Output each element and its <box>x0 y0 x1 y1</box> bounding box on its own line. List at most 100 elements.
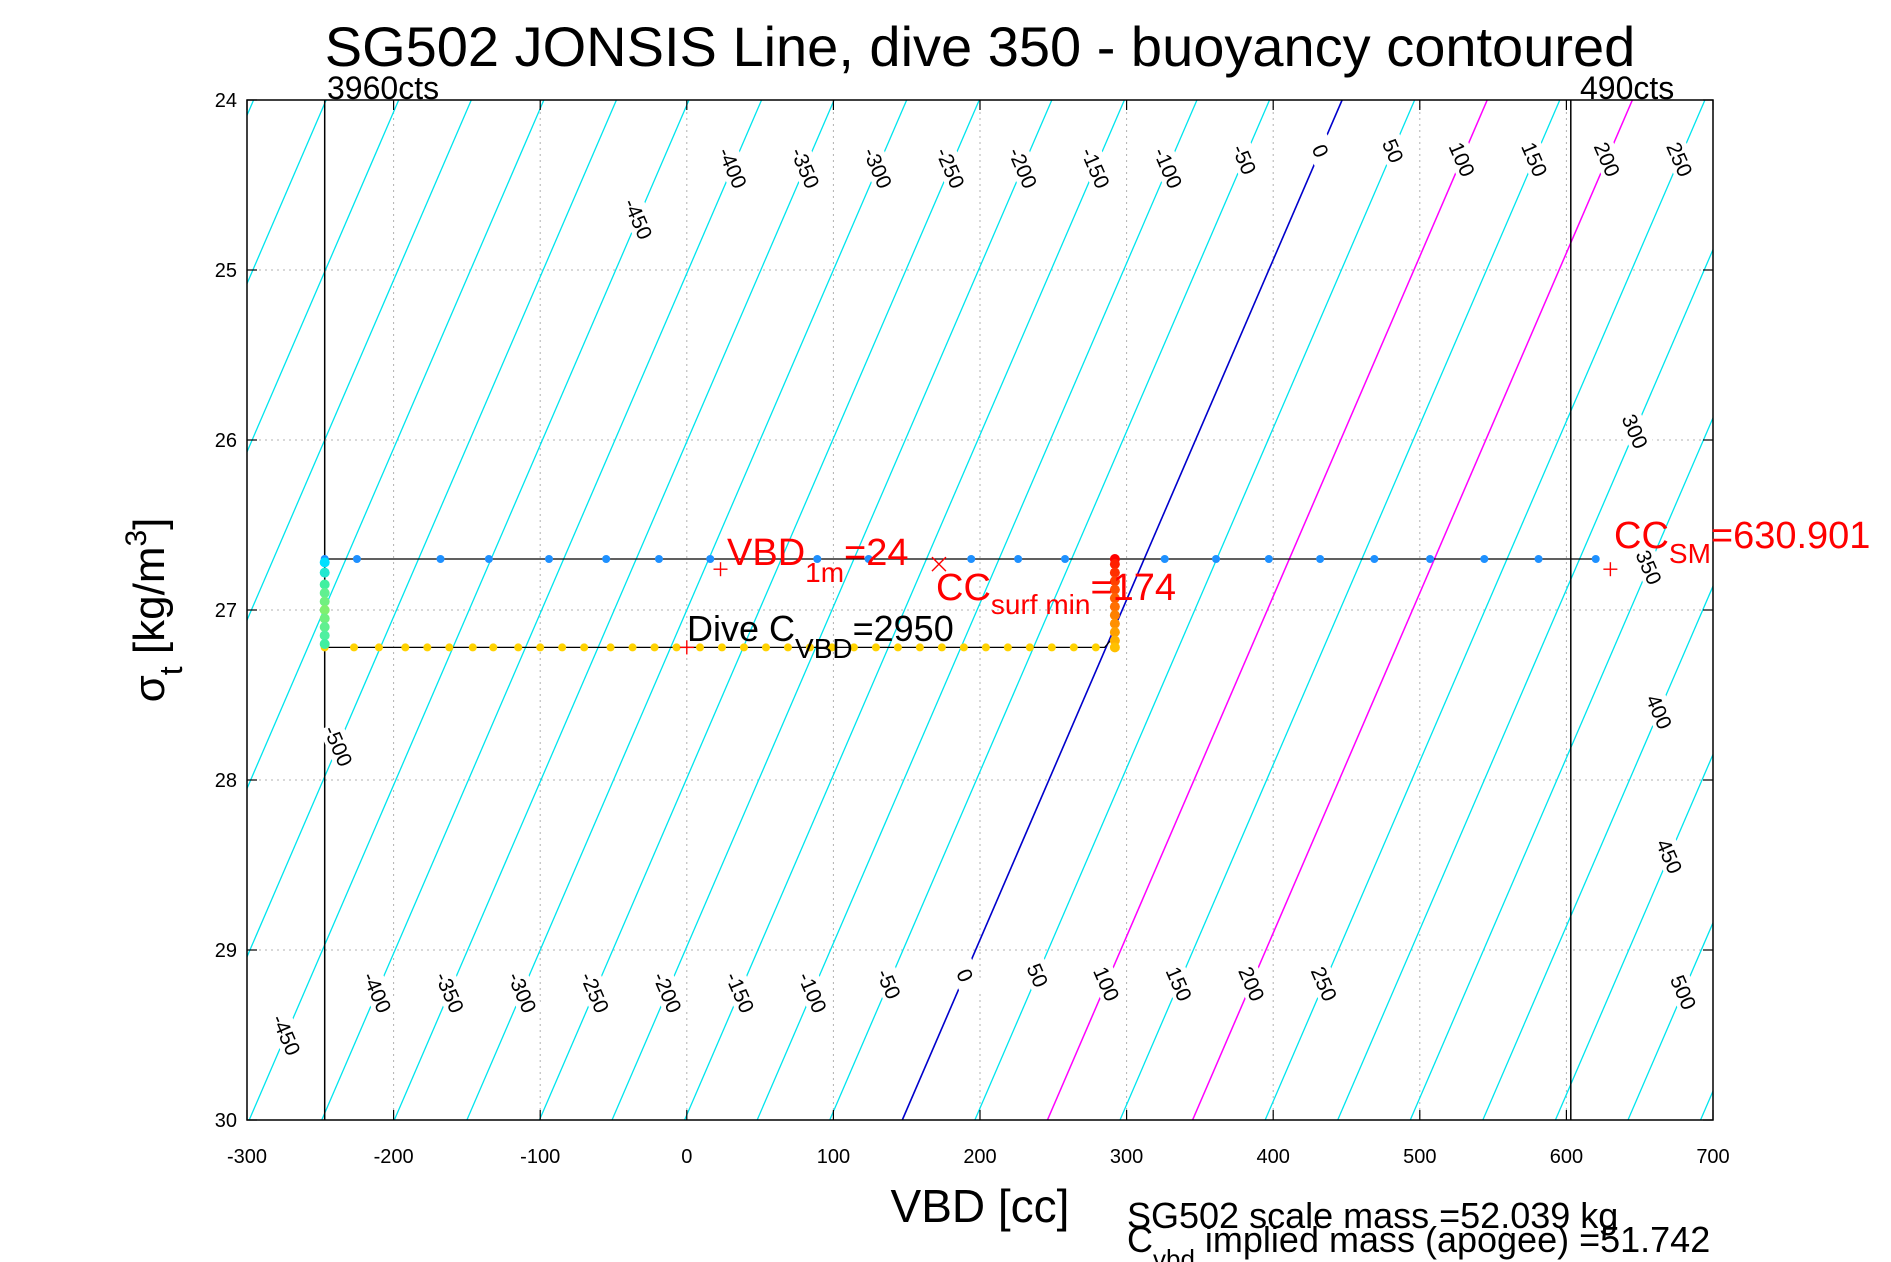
contour-line <box>248 100 690 1120</box>
contour-line <box>466 100 908 1120</box>
contour-label-bg <box>1650 831 1690 882</box>
contour-label-bg <box>869 958 910 1009</box>
climb-point <box>1025 643 1034 652</box>
contour-line <box>1191 100 1634 1120</box>
contour-label-bg <box>1442 134 1483 185</box>
vbd-limit-label-right: 490cts <box>1580 70 1674 106</box>
annotation-cc-surf-min-sub: surf min <box>991 589 1091 620</box>
climb-point <box>805 643 814 652</box>
contour-label-bg <box>786 142 826 193</box>
contour-label-bg <box>1076 142 1116 193</box>
contour-line <box>829 100 1271 1120</box>
dive-point <box>602 555 611 563</box>
dive-point <box>1480 555 1489 563</box>
contour-line <box>1409 416 1713 1120</box>
x-tick-label: 0 <box>681 1146 692 1168</box>
contour-label-bg <box>720 967 761 1018</box>
contour-label-bg <box>1159 958 1200 1009</box>
contour-label: 50 <box>1373 125 1414 176</box>
dive-point <box>864 555 873 563</box>
climb-point <box>536 643 545 652</box>
climb-point <box>514 643 523 652</box>
contour-line <box>684 100 1125 1120</box>
contour-line <box>1119 100 1561 1120</box>
apogee-point <box>319 639 330 649</box>
climb-point <box>468 643 477 652</box>
contour-label-bg <box>1225 134 1265 185</box>
contour-label-bg <box>357 967 398 1018</box>
apogee-point <box>319 579 330 590</box>
contour-label-bg <box>1629 542 1670 593</box>
dive-point <box>1061 555 1070 563</box>
annotation-dive-cvbd-sub: VBD <box>795 633 853 664</box>
dive-point <box>1534 555 1543 563</box>
footer-implied-mass-sub: vbd <box>1153 1244 1195 1262</box>
contour-label-bg <box>319 720 359 771</box>
surface-point <box>1109 567 1120 578</box>
dive-point <box>706 555 715 563</box>
contour-label-bg <box>931 142 971 193</box>
climb-point <box>959 643 968 652</box>
climb-point <box>1069 643 1078 652</box>
dive-point <box>967 555 976 563</box>
y-tick-label: 30 <box>215 1110 237 1132</box>
y-axis-label-main: σ <box>125 675 174 702</box>
vbd-limit-label-left: 3960cts <box>327 70 439 106</box>
dive-point <box>1264 555 1273 563</box>
y-tick-label: 25 <box>215 260 237 282</box>
x-tick-label: 300 <box>1110 1146 1143 1168</box>
contour-label: 0 <box>1301 125 1341 176</box>
contour-label-bg <box>858 142 899 193</box>
y-tick-label: 26 <box>215 430 237 452</box>
climb-point <box>489 643 498 652</box>
contour-line <box>901 100 1343 1120</box>
contour-label: 150 <box>1515 134 1555 185</box>
footer-implied-mass-value: implied mass (apogee) =51.742 <box>1195 1219 1710 1260</box>
climb-point <box>695 643 704 652</box>
contour-label-bg <box>1301 125 1341 176</box>
annotation-vbd-1m: VBD1m=24 <box>727 532 909 588</box>
climb-point <box>849 643 858 652</box>
plus-marker <box>679 640 694 655</box>
dive-point <box>1014 555 1023 563</box>
contour-line <box>538 100 980 1120</box>
contour-line <box>611 100 1053 1120</box>
contour-line <box>1554 752 1713 1120</box>
profile-points <box>319 554 1600 653</box>
climb-point <box>580 643 589 652</box>
dive-point <box>1160 555 1169 563</box>
contour-label-bg <box>1515 134 1555 185</box>
dive-point <box>1370 555 1379 563</box>
contour-line <box>393 100 835 1120</box>
y-ticks: 24 25 26 27 28 29 30 <box>215 90 1713 1132</box>
y-axis-label-unit-sup: 3 <box>120 530 153 547</box>
apogee-point <box>319 567 330 578</box>
contour-label-bg <box>1003 142 1044 193</box>
surface-point <box>1109 559 1120 570</box>
x-ticks: -300 -200 -100 0 100 200 300 400 500 600 700 <box>227 100 1730 1168</box>
contour-label-bg <box>793 967 833 1018</box>
contour-label-bg <box>1664 967 1704 1018</box>
annotation-dive-cvbd-value: =2950 <box>853 608 954 649</box>
dive-point <box>1591 555 1600 563</box>
contour-line <box>756 100 1198 1120</box>
climb-point <box>606 643 615 652</box>
contour-label-bg <box>267 1009 307 1060</box>
x-tick-label: 500 <box>1403 1146 1436 1168</box>
dive-point <box>813 555 822 563</box>
contour-label-bg <box>1587 134 1628 185</box>
apogee-point <box>319 588 330 598</box>
dive-point <box>484 555 493 563</box>
climb-point <box>401 643 410 652</box>
annotation-cc-sm-sub: SM <box>1669 538 1711 569</box>
surface-point <box>1109 610 1120 621</box>
annotation-cc-surf-min: CCsurf min=174 <box>936 567 1176 620</box>
y-tick-label: 27 <box>215 600 237 622</box>
climb-point <box>893 643 902 652</box>
footer-implied-mass: Cvbd implied mass (apogee) =51.742 <box>1127 1219 1710 1262</box>
climb-point <box>445 643 454 652</box>
x-tick-label: -300 <box>227 1146 267 1168</box>
climb-point <box>1047 643 1056 652</box>
apogee-point <box>319 630 330 641</box>
